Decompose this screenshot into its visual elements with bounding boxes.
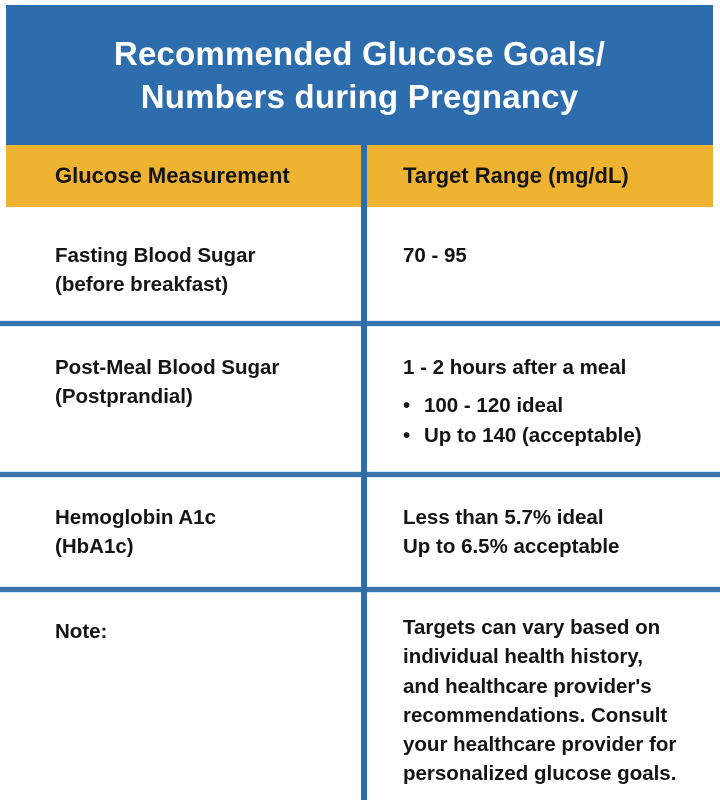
column-header-glucose-measurement: Glucose Measurement <box>55 163 290 188</box>
row-hba1c-measurement-line2: (HbA1c) <box>55 535 134 558</box>
row-note-label: Note: <box>55 620 108 643</box>
page-title-line1: Recommended Glucose Goals/ <box>113 35 606 72</box>
row-fasting-target: 70 - 95 <box>403 244 467 267</box>
row-hba1c-target-line2: Up to 6.5% acceptable <box>403 535 620 558</box>
row-fasting-measurement: Fasting Blood Sugar (before breakfast) <box>55 241 255 299</box>
row-postmeal-measurement-line2: (Postprandial) <box>55 385 193 408</box>
column-header-band <box>6 145 713 207</box>
row-postmeal-measurement: Post-Meal Blood Sugar (Postprandial) <box>55 353 279 411</box>
page-title-line2: Numbers during Pregnancy <box>140 78 579 115</box>
bullet-item: • Up to 140 (acceptable) <box>403 421 642 451</box>
note-line: personalized glucose goals. <box>403 762 677 786</box>
row-hba1c-measurement-line1: Hemoglobin A1c <box>55 506 216 529</box>
note-line: Targets can vary based on <box>403 616 661 639</box>
row-postmeal-target-bullets: • 100 - 120 ideal • Up to 140 (acceptabl… <box>403 391 642 450</box>
bullet-item-text: 100 - 120 ideal <box>424 394 564 417</box>
bullet-item-text: Up to 140 (acceptable) <box>424 423 642 447</box>
row-fasting-measurement-line1: Fasting Blood Sugar <box>55 244 256 267</box>
note-line: individual health history, <box>403 645 643 669</box>
column-header-target-range: Target Range (mg/dL) <box>403 163 629 188</box>
row-note-text: Targets can vary based on individual hea… <box>403 613 676 789</box>
row-postmeal-target-heading: 1 - 2 hours after a meal <box>403 356 627 379</box>
bullet-icon: • <box>403 423 411 447</box>
bullet-item: • 100 - 120 ideal <box>403 391 642 421</box>
column-divider <box>361 145 367 800</box>
row-postmeal-measurement-line1: Post-Meal Blood Sugar <box>55 356 280 379</box>
note-line: your healthcare provider for <box>403 733 677 757</box>
note-line: and healthcare provider's <box>403 674 652 698</box>
row-hba1c-measurement: Hemoglobin A1c (HbA1c) <box>55 503 216 561</box>
row-hba1c-target-line1: Less than 5.7% ideal <box>403 506 604 529</box>
title-header: Recommended Glucose Goals/ Numbers durin… <box>6 5 713 145</box>
row-divider-1 <box>0 321 720 326</box>
row-fasting-measurement-line2: (before breakfast) <box>55 273 229 296</box>
row-hba1c-target: Less than 5.7% ideal Up to 6.5% acceptab… <box>403 503 619 561</box>
bullet-icon: • <box>403 394 411 417</box>
note-line: recommendations. Consult <box>403 703 668 727</box>
row-divider-2 <box>0 472 720 477</box>
row-divider-3 <box>0 587 720 592</box>
